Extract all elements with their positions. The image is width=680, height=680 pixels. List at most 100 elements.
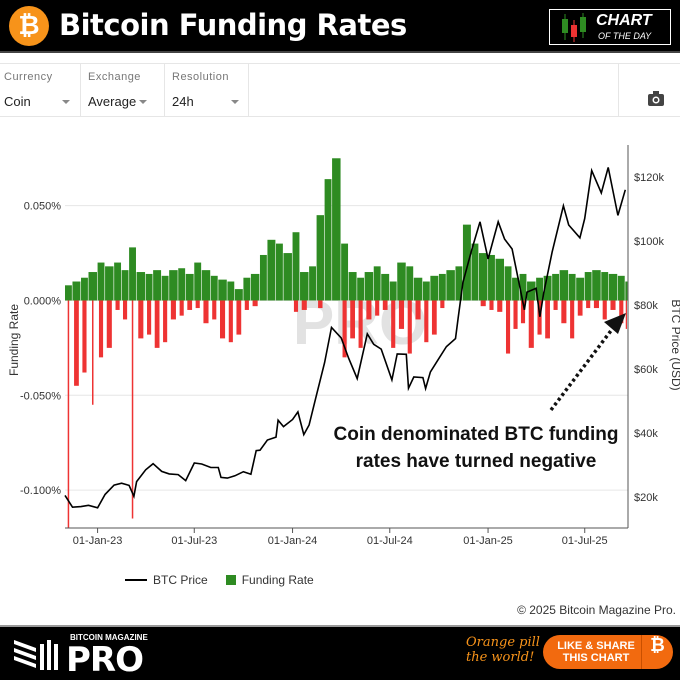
funding-bar-positive bbox=[201, 270, 211, 301]
resolution-value: 24h bbox=[172, 94, 194, 109]
funding-bar-negative bbox=[236, 300, 242, 335]
y2-axis-label: BTC Price (USD) bbox=[669, 299, 680, 390]
funding-bar-positive bbox=[357, 277, 365, 301]
funding-bar-negative bbox=[252, 300, 258, 307]
candlestick-icon bbox=[562, 13, 586, 42]
funding-bar-positive bbox=[161, 275, 169, 301]
funding-bar-negative bbox=[147, 300, 152, 335]
currency-label: Currency bbox=[4, 71, 53, 83]
exchange-value: Average bbox=[88, 94, 137, 109]
chevron-down-icon bbox=[62, 100, 70, 104]
funding-bar-positive bbox=[536, 277, 544, 301]
funding-bar-negative bbox=[424, 300, 429, 343]
funding-bar-positive bbox=[185, 273, 194, 301]
funding-bar-negative bbox=[561, 300, 567, 324]
funding-bar-negative bbox=[602, 300, 607, 320]
funding-bar-positive bbox=[218, 279, 227, 301]
funding-bar-positive bbox=[169, 270, 178, 301]
funding-bar-negative bbox=[318, 300, 323, 309]
x-tick-label: 01-Jan-23 bbox=[73, 535, 123, 547]
funding-bar-negative bbox=[497, 300, 503, 312]
funding-bar-positive bbox=[250, 273, 260, 301]
funding-bar-negative bbox=[350, 300, 355, 339]
funding-bar-negative bbox=[244, 300, 249, 310]
funding-bar-negative bbox=[138, 300, 144, 339]
funding-bar-positive bbox=[576, 277, 585, 301]
funding-bar-negative bbox=[625, 300, 627, 329]
funding-bar-positive bbox=[406, 266, 414, 301]
funding-bar-positive bbox=[559, 270, 569, 301]
exchange-label: Exchange bbox=[88, 71, 141, 83]
funding-bar-positive bbox=[105, 266, 114, 301]
funding-bar-positive bbox=[316, 215, 324, 301]
funding-bar-positive bbox=[348, 272, 357, 301]
funding-bar-negative bbox=[154, 300, 160, 348]
funding-bar-negative bbox=[366, 300, 372, 320]
funding-bar-negative bbox=[537, 300, 542, 335]
funding-bar-positive bbox=[381, 273, 390, 301]
funding-bar-positive bbox=[88, 272, 97, 301]
funding-bar-positive bbox=[275, 243, 283, 301]
funding-bar-negative bbox=[342, 300, 347, 358]
tagline-line1: Orange pill bbox=[466, 635, 540, 650]
y-tick-label: 0.050% bbox=[24, 201, 62, 213]
funding-bar-negative bbox=[570, 300, 575, 339]
funding-bar-positive bbox=[129, 247, 136, 301]
funding-bar-positive bbox=[243, 277, 251, 301]
x-tick-label: 01-Jul-24 bbox=[367, 535, 413, 547]
funding-bar-positive bbox=[300, 272, 309, 301]
funding-bar-negative bbox=[219, 300, 226, 339]
funding-bar-positive bbox=[584, 272, 592, 301]
funding-bar-positive bbox=[478, 253, 488, 301]
funding-bar-negative bbox=[415, 300, 421, 320]
like-share-button[interactable]: LIKE & SHARE THIS CHART ₿ bbox=[543, 635, 673, 669]
bitcoin-icon: ₿ bbox=[641, 635, 673, 669]
funding-bar-negative bbox=[391, 300, 396, 348]
funding-legend-swatch bbox=[225, 575, 236, 585]
funding-bar-positive bbox=[267, 239, 276, 301]
funding-bar-positive bbox=[608, 273, 618, 301]
funding-bar-negative bbox=[407, 300, 412, 354]
legend-btc-price[interactable]: BTC Price bbox=[153, 573, 208, 587]
funding-bar-negative bbox=[179, 300, 184, 316]
funding-bar-positive bbox=[210, 275, 218, 301]
funding-bar-positive bbox=[194, 262, 202, 301]
funding-bar-negative bbox=[520, 300, 526, 324]
exchange-select[interactable]: Exchange Average bbox=[81, 64, 165, 117]
funding-bar-negative bbox=[82, 300, 87, 373]
funding-bar-negative bbox=[91, 300, 94, 405]
y2-tick-label: $20k bbox=[634, 492, 658, 504]
legend-funding-rate[interactable]: Funding Rate bbox=[241, 573, 314, 587]
toolbar: Currency Coin Exchange Average Resolutio… bbox=[0, 63, 680, 117]
funding-bar-negative bbox=[358, 300, 363, 348]
resolution-select[interactable]: Resolution 24h bbox=[165, 64, 249, 117]
funding-bar-negative bbox=[528, 300, 534, 348]
x-tick-label: 01-Jul-23 bbox=[171, 535, 217, 547]
funding-bar-positive bbox=[552, 273, 560, 301]
legend: BTC Price Funding Rate bbox=[125, 573, 314, 587]
funding-bar-positive bbox=[309, 266, 316, 301]
annotation-line1: Coin denominated BTC funding bbox=[334, 424, 619, 445]
funding-bar-positive bbox=[617, 275, 625, 301]
funding-bar-negative bbox=[293, 300, 299, 312]
brand-pro: PRO bbox=[66, 640, 144, 680]
funding-bar-positive bbox=[97, 262, 105, 301]
funding-bar-positive bbox=[625, 281, 628, 301]
funding-bar-negative bbox=[301, 300, 307, 310]
funding-bar-negative bbox=[163, 300, 168, 343]
funding-bar-positive bbox=[455, 266, 463, 301]
y2-tick-label: $60k bbox=[634, 364, 658, 376]
currency-select[interactable]: Currency Coin bbox=[0, 64, 81, 117]
funding-bar-negative bbox=[586, 300, 591, 309]
y-axis-label: Funding Rate bbox=[7, 304, 21, 376]
arrow-head-icon bbox=[604, 313, 626, 334]
funding-bar-positive bbox=[145, 273, 153, 301]
funding-bar-positive bbox=[389, 281, 397, 301]
screenshot-button[interactable] bbox=[618, 64, 680, 117]
funding-bar-positive bbox=[519, 273, 527, 301]
y2-tick-label: $100k bbox=[634, 236, 664, 248]
funding-bar-negative bbox=[170, 300, 176, 320]
funding-bar-negative bbox=[195, 300, 200, 309]
funding-bar-negative bbox=[382, 300, 388, 310]
funding-bar-positive bbox=[341, 243, 349, 301]
